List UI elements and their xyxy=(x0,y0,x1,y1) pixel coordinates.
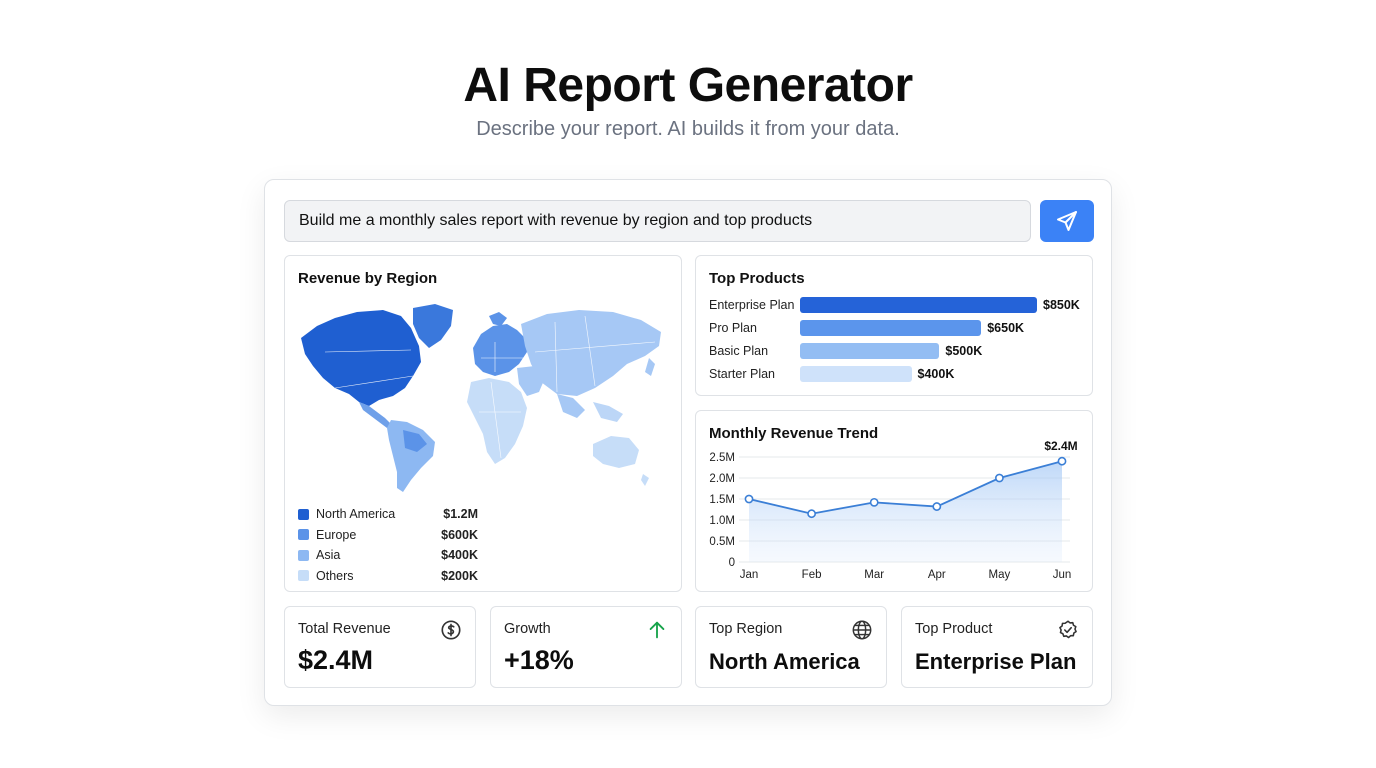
trend-point xyxy=(744,494,754,504)
region-panel-title: Revenue by Region xyxy=(298,270,438,287)
x-tick-label: Apr xyxy=(928,569,946,581)
legend-item: North America $1.2M xyxy=(298,504,478,525)
globe-icon xyxy=(852,620,872,640)
product-bar xyxy=(800,297,1037,313)
map-north-america xyxy=(301,310,421,406)
dollar-icon xyxy=(441,620,461,640)
y-tick-label: 2.0M xyxy=(709,473,735,485)
trend-area xyxy=(749,461,1062,562)
product-value: $500K xyxy=(945,344,983,358)
x-tick-label: May xyxy=(989,569,1011,581)
kpi-value: +18% xyxy=(504,645,574,675)
x-tick-label: Mar xyxy=(864,569,884,581)
product-label: Basic Plan xyxy=(709,344,769,358)
kpi-label: Top Region xyxy=(709,621,783,637)
legend-swatch xyxy=(298,508,309,520)
kpi-value: $2.4M xyxy=(298,645,374,675)
x-tick-label: Jun xyxy=(1053,569,1072,581)
map-australia xyxy=(593,436,639,468)
product-label: Enterprise Plan xyxy=(709,298,795,312)
legend-swatch xyxy=(298,529,309,541)
kpi-label: Growth xyxy=(504,621,551,637)
kpi-top-region: Top Region North America xyxy=(695,606,887,688)
legend-label: Europe xyxy=(316,527,357,542)
trend-line xyxy=(748,460,1063,515)
product-bar xyxy=(800,366,912,382)
monthly-revenue-trend-panel: Monthly Revenue Trend 2.5M 2.0M 1.5M 1.0M 0.… xyxy=(695,410,1093,592)
revenue-by-region-panel: Revenue by Region xyxy=(284,255,682,592)
trend-panel-title: Monthly Revenue Trend xyxy=(709,425,879,442)
map-africa xyxy=(467,378,527,464)
product-row: Enterprise Plan $850K xyxy=(709,296,1089,314)
y-tick-label: 0.5M xyxy=(709,536,735,548)
kpi-value: North America xyxy=(709,649,860,674)
product-bar xyxy=(800,320,982,336)
trend-point xyxy=(994,473,1004,483)
product-value: $650K xyxy=(987,321,1025,335)
top-products-panel: Top Products Enterprise Plan $850K Pro P… xyxy=(695,255,1093,396)
y-tick-label: 0 xyxy=(729,557,735,569)
product-label: Starter Plan xyxy=(709,367,776,381)
kpi-top-product: Top Product Enterprise Plan xyxy=(901,606,1093,688)
world-map xyxy=(301,304,661,492)
trend-point xyxy=(807,509,816,519)
trend-point xyxy=(869,497,879,507)
send-icon xyxy=(1057,211,1077,231)
map-central-america xyxy=(359,402,391,428)
product-bar xyxy=(800,343,940,359)
product-row: Basic Plan $500K xyxy=(709,342,1089,360)
legend-item: Others $200K xyxy=(298,566,478,587)
trend-point xyxy=(1057,456,1067,466)
legend-value: $400K xyxy=(441,548,478,563)
kpi-label: Top Product xyxy=(915,621,993,637)
prompt-input[interactable]: Build me a monthly sales report with rev… xyxy=(284,200,1031,242)
arrow-up-icon xyxy=(649,621,665,639)
kpi-value: Enterprise Plan xyxy=(915,649,1077,674)
legend-label: Others xyxy=(316,568,354,583)
map-south-america xyxy=(387,420,435,492)
badge-check-icon xyxy=(1059,620,1077,639)
send-button[interactable] xyxy=(1040,200,1094,242)
product-row: Pro Plan $650K xyxy=(709,319,1089,337)
y-tick-label: 1.0M xyxy=(709,515,735,527)
product-value: $850K xyxy=(1043,298,1080,312)
legend-value: $200K xyxy=(441,568,478,583)
y-tick-label: 2.5M xyxy=(709,452,735,464)
kpi-growth: Growth +18% xyxy=(490,606,682,688)
trend-chart: 2.5M 2.0M 1.5M 1.0M 0.5M 0 Jan Feb Mar Apr May Jun $… xyxy=(709,439,1077,581)
legend-swatch xyxy=(298,549,309,561)
legend-label: Asia xyxy=(316,548,341,563)
map-asia xyxy=(521,310,661,396)
legend-item: Asia $400K xyxy=(298,545,478,566)
trend-point xyxy=(932,502,942,511)
trend-last-value-label: $2.4M xyxy=(1044,439,1077,453)
map-greenland xyxy=(413,304,453,348)
report-card: Build me a monthly sales report with rev… xyxy=(264,179,1112,706)
kpi-label: Total Revenue xyxy=(298,621,391,637)
x-tick-label: Jan xyxy=(740,569,759,581)
legend-label: North America xyxy=(316,507,396,522)
page-title: AI Report Generator xyxy=(463,59,913,112)
map-europe xyxy=(473,324,527,376)
product-row: Starter Plan $400K xyxy=(709,365,1089,383)
product-label: Pro Plan xyxy=(709,321,757,335)
kpi-total-revenue: Total Revenue $2.4M xyxy=(284,606,476,688)
legend-swatch xyxy=(298,570,309,582)
products-panel-title: Top Products xyxy=(709,270,805,287)
legend-value: $600K xyxy=(441,527,478,542)
y-tick-label: 1.5M xyxy=(709,494,735,506)
x-tick-label: Feb xyxy=(802,569,822,581)
legend-value: $1.2M xyxy=(443,507,478,522)
page-subtitle: Describe your report. AI builds it from … xyxy=(476,118,900,140)
product-value: $400K xyxy=(917,367,955,381)
region-legend: North America $1.2M Europe $600K Asia $4… xyxy=(298,504,478,586)
legend-item: Europe $600K xyxy=(298,525,478,546)
